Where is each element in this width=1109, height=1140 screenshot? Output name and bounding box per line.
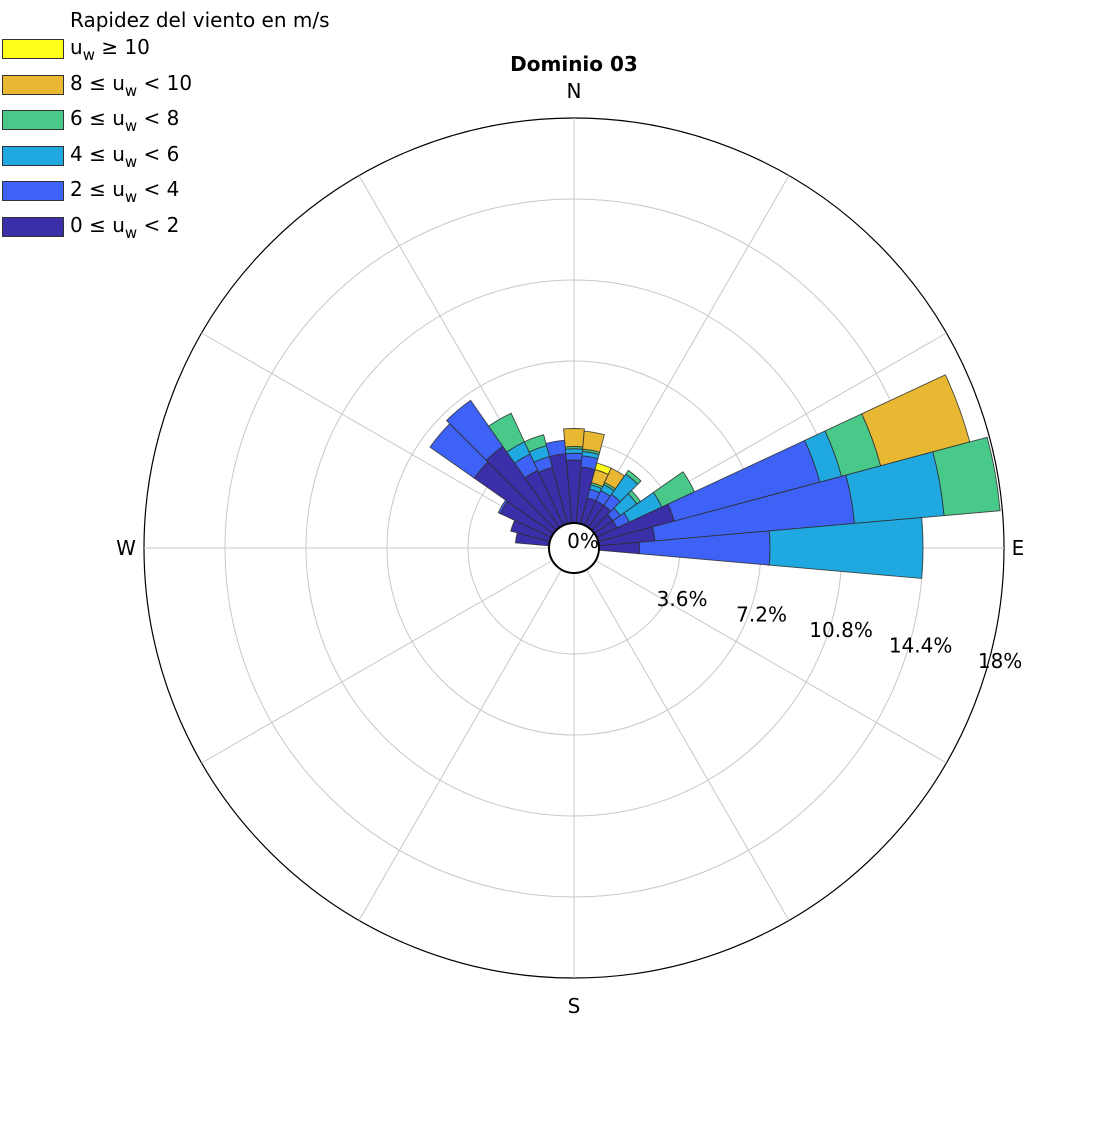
legend-label: 0 ≤ uw < 2 xyxy=(70,212,180,242)
sector-bar xyxy=(932,436,1001,517)
grid-spoke xyxy=(201,560,553,764)
legend-swatch xyxy=(2,110,64,130)
legend-label: 6 ≤ uw < 8 xyxy=(70,106,180,135)
radial-tick-label: 14.4% xyxy=(889,634,953,658)
sector-bar xyxy=(445,399,504,461)
sector-bar xyxy=(564,448,584,455)
radial-tick-label: 7.2% xyxy=(736,603,787,627)
direction-west: W xyxy=(116,536,136,560)
legend-swatch xyxy=(2,145,64,166)
sector-bar xyxy=(545,439,567,458)
grid-spoke xyxy=(586,569,790,921)
center-circle xyxy=(548,522,600,574)
direction-north: N xyxy=(567,79,582,103)
sector-bar xyxy=(625,469,642,485)
sector-bars xyxy=(429,374,1001,579)
sector-bar xyxy=(523,434,548,453)
legend-swatch xyxy=(2,74,64,95)
legend-label: 2 ≤ uw < 4 xyxy=(70,177,180,206)
grid-spoke xyxy=(595,560,947,764)
sector-bar xyxy=(563,428,585,448)
radial-tick-label: 18% xyxy=(978,649,1022,673)
legend-item: 8 ≤ uw < 10 xyxy=(0,70,380,100)
direction-south: S xyxy=(568,994,581,1018)
chart-title: Dominio 03 xyxy=(510,52,638,76)
legend-label: uw ≥ 10 xyxy=(70,35,150,64)
sector-bar xyxy=(768,517,924,579)
legend-swatch xyxy=(2,181,64,201)
center-hole xyxy=(548,522,600,574)
direction-east: E xyxy=(1012,536,1025,560)
radial-tick-labels: 0% 3.6% 7.2% 10.8% 14.4% 18% xyxy=(567,529,1022,673)
legend-label: 8 ≤ uw < 10 xyxy=(70,70,193,100)
radial-tick-label: 3.6% xyxy=(657,587,708,611)
legend-item: 4 ≤ uw < 6 xyxy=(0,141,380,171)
legend-label: 4 ≤ uw < 6 xyxy=(70,141,180,171)
sector-bar xyxy=(565,452,583,461)
legend-swatch xyxy=(2,39,64,59)
grid-spoke xyxy=(201,332,553,536)
legend-title: Rapidez del viento en m/s xyxy=(70,8,330,32)
legend-item: 0 ≤ uw < 2 xyxy=(0,212,380,242)
radial-tick-label: 0% xyxy=(567,529,599,553)
sector-bar xyxy=(582,430,605,453)
radial-tick-label: 10.8% xyxy=(809,618,873,642)
sector-bar xyxy=(488,412,526,453)
legend-swatch xyxy=(2,216,64,237)
legend-item: uw ≥ 10 xyxy=(0,35,380,64)
grid-spoke xyxy=(358,569,562,921)
grid-spoke xyxy=(586,175,790,527)
legend-item: 2 ≤ uw < 4 xyxy=(0,177,380,206)
legend-item: 6 ≤ uw < 8 xyxy=(0,106,380,135)
